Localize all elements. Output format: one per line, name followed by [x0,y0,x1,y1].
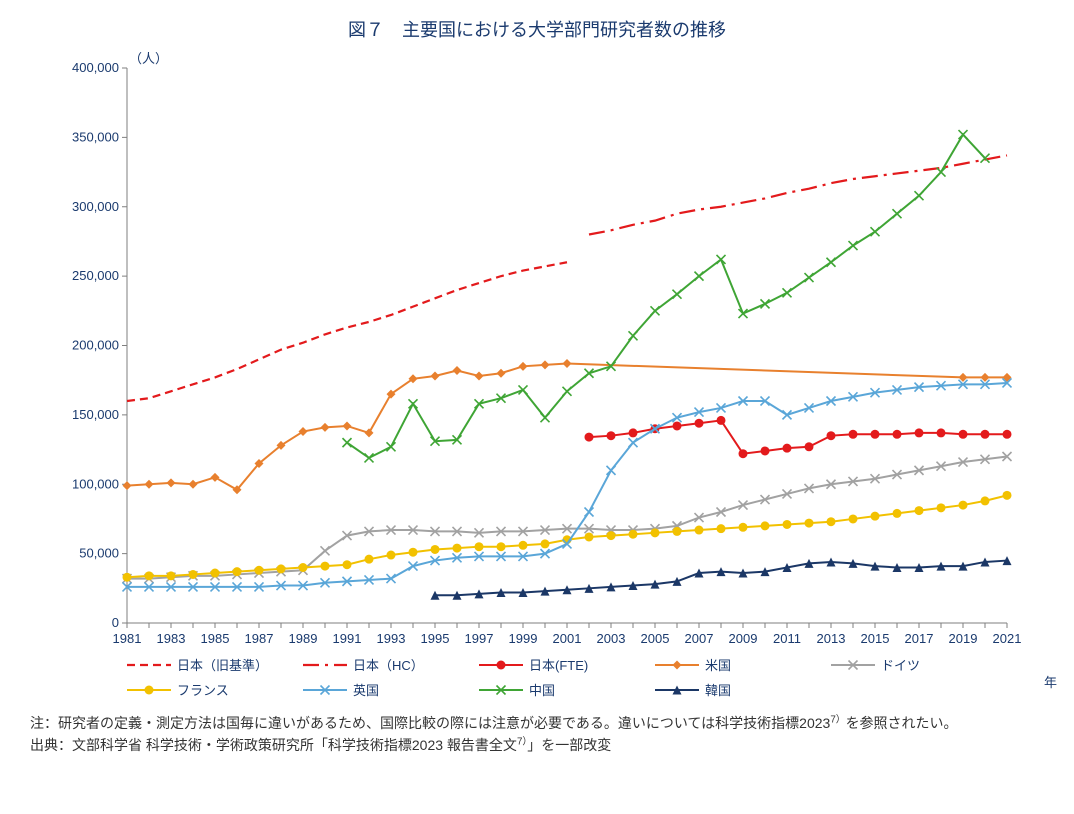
svg-text:400,000: 400,000 [72,60,119,75]
legend-label: ドイツ [881,655,920,674]
svg-text:1989: 1989 [289,631,318,646]
svg-text:2007: 2007 [685,631,714,646]
svg-text:2003: 2003 [597,631,626,646]
legend-label: 日本（HC） [353,655,424,674]
svg-text:100,000: 100,000 [72,476,119,491]
svg-text:200,000: 200,000 [72,338,119,353]
svg-text:1991: 1991 [333,631,362,646]
svg-text:1995: 1995 [421,631,450,646]
svg-text:2009: 2009 [729,631,758,646]
svg-text:1981: 1981 [113,631,142,646]
legend-label: 中国 [529,680,555,699]
legend-item-jp_old: 日本（旧基準） [127,655,293,674]
svg-text:1985: 1985 [201,631,230,646]
note-sup-1: 7） [830,714,845,725]
legend-item-uk: 英国 [303,680,469,699]
svg-text:50,000: 50,000 [79,546,119,561]
svg-text:1983: 1983 [157,631,186,646]
legend-label: 韓国 [705,680,731,699]
line-chart-svg: 0 50,000 100,000 150,000 200,000 250,000 300,0… [37,48,1037,653]
legend-item-fr: フランス [127,680,293,699]
svg-text:2013: 2013 [817,631,846,646]
source-text-1: 文部科学省 科学技術・学術政策研究所「科学技術指標2023 報告書全文 [72,737,517,753]
svg-text:0: 0 [112,615,119,630]
note-label: 注： [30,715,58,731]
chart-area: （人） 0 50,000 100,000 150,000 200,000 250,000 3… [37,48,1037,699]
svg-text:1993: 1993 [377,631,406,646]
legend-label: 英国 [353,680,379,699]
chart-title: 図７ 主要国における大学部門研究者数の推移 [20,16,1054,42]
svg-text:2017: 2017 [905,631,934,646]
svg-text:1987: 1987 [245,631,274,646]
source-text-2: 」を一部改変 [527,737,611,753]
svg-text:2015: 2015 [861,631,890,646]
svg-text:300,000: 300,000 [72,199,119,214]
legend-item-cn: 中国 [479,680,645,699]
legend-label: フランス [177,680,229,699]
svg-text:2001: 2001 [553,631,582,646]
legend-item-jp_fte: 日本(FTE) [479,655,645,674]
svg-text:2005: 2005 [641,631,670,646]
y-axis-unit: （人） [129,48,168,67]
svg-text:150,000: 150,000 [72,407,119,422]
svg-text:2021: 2021 [993,631,1022,646]
legend-label: 日本（旧基準） [177,655,268,674]
svg-text:1999: 1999 [509,631,538,646]
legend-label: 日本(FTE) [529,655,588,674]
source-label: 出典： [30,737,72,753]
legend-item-jp_hc: 日本（HC） [303,655,469,674]
source-sup: 7） [517,737,527,748]
legend-item-us: 米国 [655,655,821,674]
x-axis-unit: 年 [1044,672,1057,691]
svg-text:2019: 2019 [949,631,978,646]
svg-text:250,000: 250,000 [72,268,119,283]
legend: 日本（旧基準） 日本（HC） 日本(FTE) 米国 ドイツフランス 英国 中国 韓国 [127,655,997,699]
footnote: 注：研究者の定義・測定方法は国毎に違いがあるため、国際比較の際には注意が必要であ… [30,713,1044,756]
svg-text:1997: 1997 [465,631,494,646]
legend-label: 米国 [705,655,731,674]
svg-text:2011: 2011 [773,631,801,646]
legend-item-de: ドイツ [831,655,997,674]
svg-text:350,000: 350,000 [72,129,119,144]
legend-item-kr: 韓国 [655,680,821,699]
note-text-1: 研究者の定義・測定方法は国毎に違いがあるため、国際比較の際には注意が必要である。… [58,715,830,731]
note-text-2: を参照されたい。 [846,715,958,731]
